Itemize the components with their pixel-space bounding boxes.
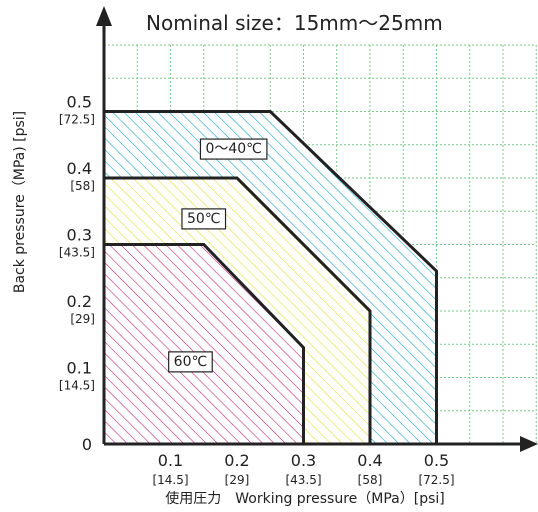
y-tick-label: 0.3	[67, 226, 92, 245]
y-tick-sublabel: [72.5]	[59, 113, 95, 127]
region-label-box: 0～40℃	[199, 138, 268, 160]
x-tick-label: 0.5	[424, 451, 449, 470]
region-area-2	[104, 244, 304, 444]
y-tick-sublabel: [43.5]	[59, 246, 95, 260]
x-tick-sublabel: [72.5]	[418, 473, 454, 487]
region-boundary-0	[104, 110, 438, 444]
x-tick-sublabel: [29]	[225, 473, 250, 487]
ticks: 0.1[14.5]0.2[29]0.3[43.5]0.4[58]0.5[72.5…	[59, 93, 455, 488]
x-axis-arrow	[520, 436, 538, 452]
y-tick-sublabel: [14.5]	[59, 379, 95, 393]
y-tick-label: 0	[82, 435, 92, 454]
y-axis-label: Back pressure（MPa) [psi]	[12, 111, 28, 293]
y-tick-label: 0.1	[67, 359, 92, 378]
y-tick-label: 0.2	[67, 292, 92, 311]
region-boundary-2	[104, 243, 305, 444]
region-label-frame	[199, 138, 268, 160]
region-boundary-1	[104, 176, 372, 444]
regions	[104, 110, 438, 444]
x-tick-label: 0.1	[158, 451, 183, 470]
region-labels: 0～40℃ 50℃ 60℃	[168, 138, 268, 373]
axes	[96, 6, 538, 452]
region-label-box: 50℃	[181, 208, 227, 230]
chart-title: Nominal size：15mm～25mm	[146, 11, 443, 35]
x-tick-label: 0.2	[224, 451, 249, 470]
y-tick-label: 0.4	[67, 159, 92, 178]
x-tick-label: 0.4	[357, 451, 382, 470]
region-label-box: 60℃	[168, 351, 213, 373]
y-axis-arrow	[96, 6, 112, 26]
y-tick-label: 0.5	[67, 93, 92, 112]
region-label-frame	[181, 208, 227, 230]
x-tick-sublabel: [58]	[358, 473, 383, 487]
region-label: 50℃	[187, 211, 221, 227]
x-tick-sublabel: [14.5]	[152, 473, 188, 487]
region-label: 0～40℃	[205, 141, 261, 157]
x-tick-sublabel: [43.5]	[285, 473, 321, 487]
region-label-frame	[168, 351, 213, 373]
y-tick-sublabel: [58]	[70, 179, 95, 193]
x-axis-label: 使用圧力 Working pressure（MPa）[psi]	[165, 490, 445, 507]
y-tick-sublabel: [29]	[70, 312, 95, 326]
region-label: 60℃	[174, 354, 208, 370]
x-tick-label: 0.3	[291, 451, 316, 470]
